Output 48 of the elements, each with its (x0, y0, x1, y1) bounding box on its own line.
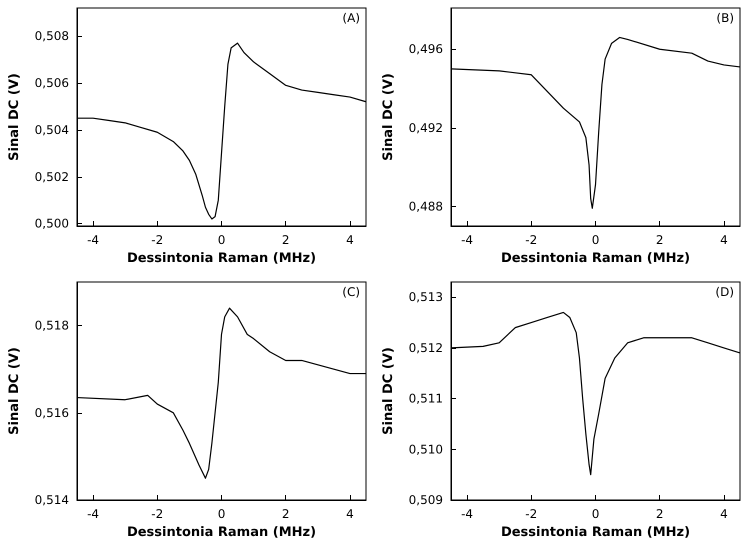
y-tick-label: 0,510 (408, 442, 443, 456)
y-tick-label: 0,506 (34, 76, 69, 90)
x-tick-label: -2 (525, 233, 538, 247)
annotation: (D) (715, 285, 734, 299)
x-tick-label: 0 (218, 233, 226, 247)
annotation: (C) (342, 285, 360, 299)
y-axis-title: Sinal DC (V) (7, 347, 22, 435)
x-axis-title: Dessintonia Raman (MHz) (500, 525, 690, 540)
annotation: (A) (342, 11, 360, 25)
x-tick-label: 2 (656, 507, 664, 521)
y-tick-label: 0,492 (408, 120, 443, 135)
y-tick-label: 0,500 (34, 216, 69, 231)
x-tick-label: -2 (525, 507, 538, 521)
x-tick-label: 4 (346, 507, 354, 521)
x-tick-label: 0 (592, 507, 600, 521)
y-tick-label: 0,504 (34, 122, 69, 137)
y-tick-label: 0,512 (408, 340, 443, 355)
y-tick-label: 0,488 (408, 199, 443, 214)
x-tick-label: -2 (151, 507, 164, 521)
y-tick-label: 0,508 (34, 29, 69, 44)
y-axis-title: Sinal DC (V) (381, 347, 396, 435)
y-tick-label: 0,496 (408, 42, 443, 56)
x-tick-label: 4 (720, 233, 728, 247)
x-tick-label: 4 (720, 507, 728, 521)
x-tick-label: -2 (151, 233, 164, 247)
y-tick-label: 0,514 (34, 493, 69, 507)
y-tick-label: 0,516 (34, 406, 69, 420)
x-tick-label: 0 (218, 507, 226, 521)
y-tick-label: 0,518 (34, 318, 69, 333)
x-axis-title: Dessintonia Raman (MHz) (126, 251, 316, 266)
y-axis-title: Sinal DC (V) (381, 73, 396, 161)
x-tick-label: -4 (461, 507, 474, 521)
x-tick-label: -4 (87, 233, 100, 247)
annotation: (B) (716, 11, 734, 25)
y-tick-label: 0,509 (408, 493, 443, 507)
y-tick-label: 0,513 (408, 290, 443, 304)
y-tick-label: 0,502 (34, 170, 69, 184)
x-tick-label: 2 (282, 507, 290, 521)
x-tick-label: 0 (592, 233, 600, 247)
x-tick-label: 2 (656, 233, 664, 247)
x-tick-label: 2 (282, 233, 290, 247)
x-axis-title: Dessintonia Raman (MHz) (500, 251, 690, 266)
x-tick-label: 4 (346, 233, 354, 247)
y-tick-label: 0,511 (408, 392, 443, 406)
x-tick-label: -4 (461, 233, 474, 247)
y-axis-title: Sinal DC (V) (7, 73, 22, 161)
x-tick-label: -4 (87, 507, 100, 521)
x-axis-title: Dessintonia Raman (MHz) (126, 525, 316, 540)
